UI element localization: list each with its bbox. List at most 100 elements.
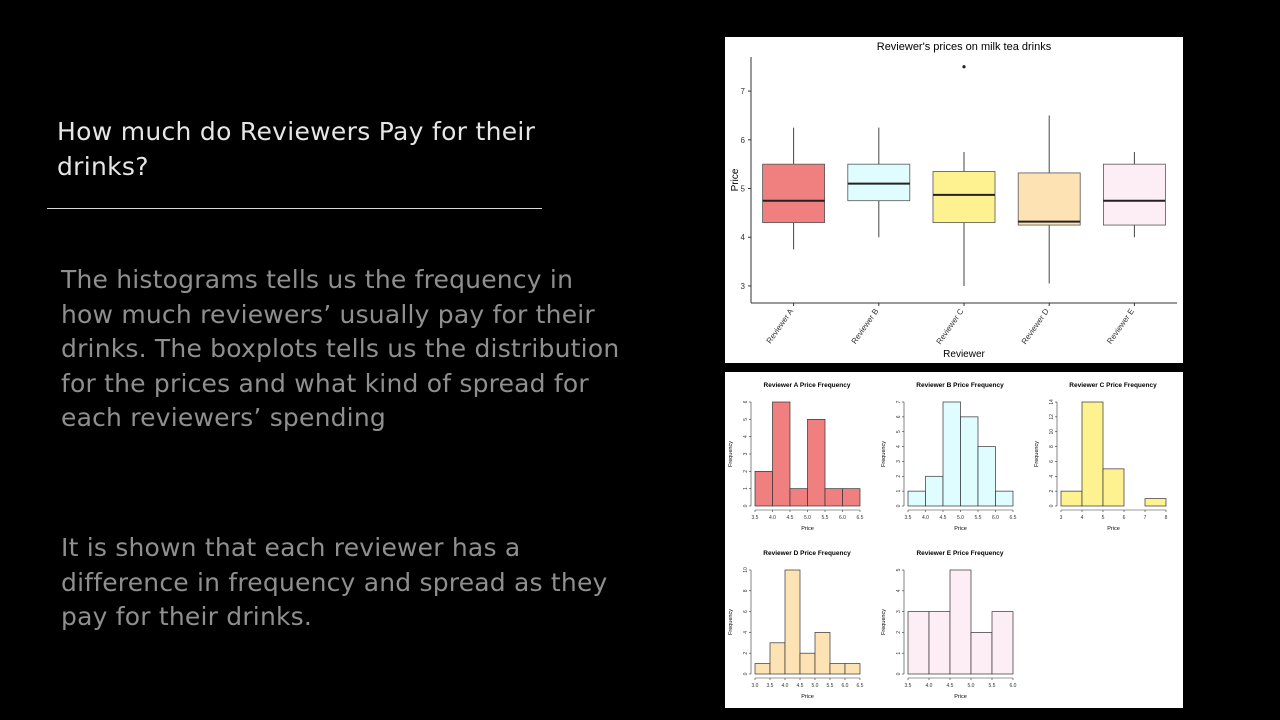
histogram-bar — [949, 569, 972, 675]
y-tick-label: 6 — [741, 136, 746, 145]
histogram-bar — [842, 488, 861, 507]
y-tick-label: 2 — [743, 652, 749, 655]
histogram-bar — [754, 663, 771, 675]
histogram-1: Reviewer A Price Frequency 0 1 2 3 4 5 6 3.5 4.0 4… — [728, 382, 864, 532]
y-axis-label: Frequency — [881, 609, 887, 635]
box-body — [847, 163, 911, 202]
x-tick-label: 7 — [1144, 515, 1147, 521]
y-tick-label: 6 — [743, 400, 749, 403]
y-tick-label: 8 — [1049, 445, 1055, 448]
histogram-bar — [1081, 401, 1104, 507]
histogram-bar — [925, 475, 944, 507]
x-tick-label: 6.0 — [992, 515, 999, 521]
histogram-bar — [799, 652, 816, 675]
x-tick-label: 3.0 — [752, 683, 759, 689]
y-tick-label: 5 — [896, 430, 902, 433]
y-tick-label: 3 — [896, 610, 902, 613]
x-tick-label: 4.0 — [922, 515, 929, 521]
histogram-bar — [960, 416, 979, 507]
y-tick-label: 4 — [896, 589, 902, 592]
x-tick-label: Reviewer A — [765, 306, 796, 345]
x-tick-label: 4 — [1081, 515, 1084, 521]
x-tick-label: Reviewer D — [1020, 307, 1051, 346]
x-tick-label: 3.5 — [905, 515, 912, 521]
box-outlier — [962, 65, 966, 69]
x-tick-label: 5 — [1102, 515, 1105, 521]
x-tick-label: Reviewer B — [850, 307, 881, 346]
x-tick-label: 4.0 — [782, 683, 789, 689]
x-tick-label: 3 — [1060, 515, 1063, 521]
histogram-bar — [784, 569, 801, 675]
y-axis-label: Frequency — [728, 441, 734, 467]
y-tick-label: 4 — [743, 435, 749, 438]
x-tick-label: 5.0 — [812, 683, 819, 689]
x-tick-label: 6.5 — [1010, 515, 1017, 521]
x-tick-label: 5.5 — [822, 515, 829, 521]
box-body — [762, 163, 825, 224]
y-axis-label: Frequency — [1034, 441, 1040, 467]
histogram-title: Reviewer E Price Frequency — [916, 550, 1003, 557]
y-tick-label: 4 — [743, 631, 749, 634]
histogram-title: Reviewer C Price Frequency — [1069, 382, 1157, 389]
histogram-bar — [928, 611, 951, 675]
x-tick-label: 5.5 — [827, 683, 834, 689]
x-tick-label: Reviewer E — [1105, 307, 1136, 346]
x-axis-label: Price — [1107, 526, 1120, 532]
y-tick-label: 0 — [743, 504, 749, 507]
x-tick-label: 6.0 — [842, 683, 849, 689]
y-tick-label: 2 — [896, 475, 902, 478]
histogram-title: Reviewer B Price Frequency — [916, 382, 1004, 389]
y-tick-label: 6 — [743, 610, 749, 613]
histogram-bar — [991, 611, 1014, 675]
histogram-bar — [772, 401, 791, 507]
y-tick-label: 1 — [896, 490, 902, 493]
x-axis-label: Price — [801, 526, 814, 532]
x-tick-label: 6.0 — [839, 515, 846, 521]
x-tick-label: 6 — [1123, 515, 1126, 521]
chart-title: Reviewer's prices on milk tea drinks — [877, 41, 1052, 53]
y-tick-label: 6 — [1049, 460, 1055, 463]
y-tick-label: 0 — [896, 504, 902, 507]
histogram-bar — [1060, 490, 1083, 507]
y-axis-label: Price — [730, 168, 741, 191]
histogram-bar — [844, 663, 861, 675]
y-tick-label: 6 — [896, 415, 902, 418]
x-tick-label: 6.5 — [857, 683, 864, 689]
y-axis-label: Frequency — [728, 609, 734, 635]
y-tick-label: 10 — [743, 567, 749, 573]
y-tick-label: 14 — [1049, 399, 1055, 405]
histogram-title: Reviewer D Price Frequency — [763, 550, 851, 557]
slide-title: How much do Reviewers Pay for their drin… — [57, 117, 536, 181]
x-tick-label: Reviewer C — [935, 307, 966, 346]
histogram-bar — [995, 490, 1014, 507]
histogram-bar — [1144, 498, 1167, 507]
y-tick-label: 7 — [741, 87, 746, 96]
y-tick-label: 2 — [743, 470, 749, 473]
y-tick-label: 5 — [741, 185, 746, 194]
y-tick-label: 4 — [896, 445, 902, 448]
y-tick-label: 3 — [743, 452, 749, 455]
x-tick-label: 4.5 — [797, 683, 804, 689]
body-paragraph-2: It is shown that each reviewer has a dif… — [61, 533, 608, 631]
y-tick-label: 0 — [743, 672, 749, 675]
x-tick-label: 8 — [1165, 515, 1168, 521]
x-axis-label: Price — [954, 694, 967, 700]
x-tick-label: 6.5 — [857, 515, 864, 521]
boxplot-chart: Reviewer's prices on milk tea drinks 3 4 5 6… — [730, 41, 1177, 360]
y-tick-label: 3 — [741, 282, 746, 291]
y-tick-label: 7 — [896, 400, 902, 403]
x-tick-label: 5.0 — [968, 683, 975, 689]
x-tick-label: 4.5 — [940, 515, 947, 521]
y-tick-label: 4 — [741, 233, 746, 242]
y-tick-label: 5 — [896, 568, 902, 571]
boxplot-panel: Reviewer's prices on milk tea drinks 3 4 5 6… — [725, 37, 1183, 363]
y-tick-label: 1 — [743, 487, 749, 490]
histogram-bar — [1102, 468, 1125, 507]
y-axis-label: Frequency — [881, 441, 887, 467]
histogram-panel: Reviewer A Price Frequency 0 1 2 3 4 5 6 3.5 4.0 4… — [725, 372, 1183, 708]
x-tick-label: 6.0 — [1010, 683, 1017, 689]
histogram-2: Reviewer B Price Frequency 0 1 2 3 4 5 6 7 3.5 4.0… — [881, 382, 1017, 532]
histogram-4: Reviewer D Price Frequency 0 2 4 6 8 10 3.0 3.5 4… — [728, 550, 864, 700]
title-divider — [47, 208, 542, 209]
